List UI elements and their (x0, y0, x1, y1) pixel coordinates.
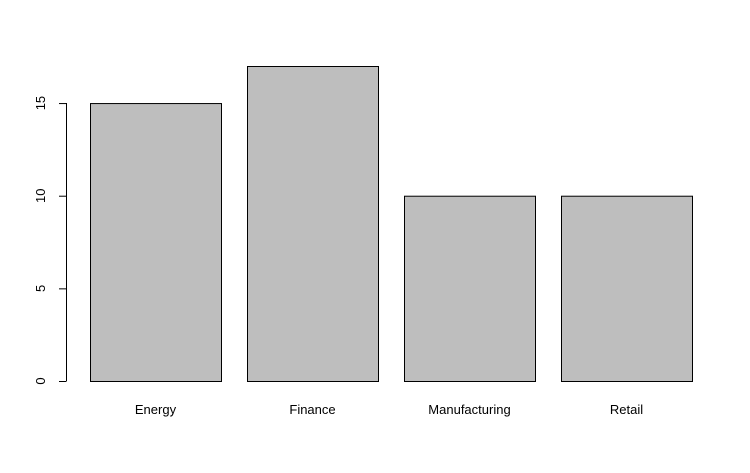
y-tick-label-5: 5 (33, 285, 48, 292)
x-tick-label-manufacturing: Manufacturing (428, 402, 510, 417)
x-tick-label-finance: Finance (289, 402, 335, 417)
bar-retail (561, 195, 693, 382)
x-tick-label-retail: Retail (610, 402, 643, 417)
y-tick-label-0: 0 (33, 377, 48, 384)
y-tick-label-10: 10 (33, 188, 48, 202)
x-tick-label-energy: Energy (135, 402, 177, 417)
bar-manufacturing (404, 195, 536, 382)
bars-group (90, 66, 693, 382)
y-tick-label-15: 15 (33, 96, 48, 110)
x-axis-labels: Energy Finance Manufacturing Retail (135, 402, 643, 417)
y-axis: 0 5 10 15 (33, 96, 67, 385)
bar-finance (247, 66, 379, 382)
bar-energy (90, 103, 222, 382)
